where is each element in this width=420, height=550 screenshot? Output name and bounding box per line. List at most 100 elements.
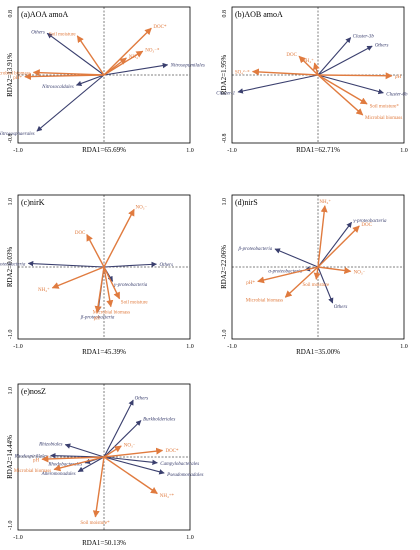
taxa-arrow-nitrosocaldales	[75, 74, 105, 87]
env-label-soil-moisture: Soil moisture*	[370, 104, 400, 109]
env-label-nh: NH₄⁺	[302, 58, 314, 64]
env-label-microbial-biomass: Microbial biomass	[14, 469, 51, 474]
env-label-doc: DOC	[361, 223, 372, 228]
env-arrow-ph	[257, 266, 319, 284]
taxa-label-others: Others	[31, 31, 45, 36]
panel-aoa-amoa: (a)AOA amoA RDA1=65.69% RDA2=13.91% -1.0…	[0, 6, 205, 154]
taxa-label-others: Others	[135, 396, 149, 401]
taxa-label-burkholderiales: Burkholderiales	[143, 417, 175, 422]
taxa-label-others: Others	[334, 305, 348, 310]
vector-layer: Others Nitrosopumilales Nitrosocaldales Nit…	[0, 7, 205, 143]
taxa-label-proteobacteria: γ-proteobacteria	[353, 219, 387, 224]
taxa-arrow-rhizobiales	[64, 443, 105, 458]
panel-title: (a)AOA amoA	[21, 10, 69, 19]
env-arrow-nh	[317, 205, 328, 268]
env-label-microbial-biomass: Microbial biomass	[246, 298, 283, 303]
env-label-doc: DOC*	[153, 25, 167, 30]
taxa-arrow-others	[103, 399, 134, 458]
taxa-arrow-cluster-3b	[317, 37, 352, 76]
taxa-label-cluster-3b: Cluster-3b	[353, 34, 375, 39]
env-arrow-ph	[41, 455, 105, 463]
env-arrow-doc	[86, 233, 105, 268]
env-label-no: NO₃⁻	[124, 443, 136, 448]
y-axis-label: RDA2=14.44%	[6, 435, 14, 479]
x-axis-label: RDA1=45.39%	[82, 348, 126, 356]
env-arrow-nh	[103, 456, 158, 495]
env-label-so: SO₄²⁻*	[235, 69, 250, 75]
env-label-no: NO₃⁻*	[145, 49, 160, 54]
taxa-label-nitrosopumilales: Nitrosopumilales	[170, 63, 205, 68]
taxa-arrow-proteobacteria	[317, 221, 352, 268]
panel-title: (c)nirK	[21, 198, 45, 207]
taxa-label-rhizobiales: Rhizobiales	[38, 443, 62, 448]
env-label-ph: pH	[395, 75, 402, 80]
env-arrow-microbial-biomass	[53, 456, 105, 472]
env-arrow-ph	[317, 72, 393, 80]
env-arrow-doc	[103, 447, 164, 458]
env-arrow-soil-moisture	[317, 74, 368, 105]
taxa-label-others: Others	[375, 44, 389, 49]
taxa-label-rhodospirillales: Rhodospirillales	[14, 454, 48, 459]
vector-layer: γ-proteobacteria β-proteobacteria α-proteo…	[232, 195, 404, 339]
env-arrow-ph	[24, 73, 105, 81]
env-arrow-no	[317, 266, 352, 274]
x-axis-label: RDA1=50.13%	[82, 539, 126, 547]
x-tick-min: -1.0	[13, 535, 23, 541]
x-axis-label: RDA1=62.71%	[296, 146, 340, 154]
env-arrow-microbial-biomass	[284, 266, 319, 298]
env-label-no: NO₃⁻	[135, 206, 147, 211]
y-axis-label: RDA2=13.91%	[6, 53, 14, 97]
env-arrow-doc	[298, 55, 319, 76]
y-tick-min: -1.0	[8, 521, 14, 531]
x-tick-max: 1.0	[400, 344, 408, 350]
env-arrow-soil-moisture	[92, 456, 105, 518]
x-tick-min: -1.0	[13, 344, 23, 350]
x-tick-min: -1.0	[227, 148, 237, 154]
env-label-nh: NH₄⁺	[129, 54, 141, 60]
taxa-arrow-nitrosopumilales	[103, 62, 169, 76]
y-axis-label: RDA2=0.03%	[6, 247, 14, 287]
panel-title: (d)nirS	[235, 198, 258, 207]
taxa-label-proteobacteria: γ-proteobacteria	[114, 283, 148, 288]
env-arrow-no	[103, 445, 122, 458]
taxa-label-cluster-6b: Cluster-6b	[386, 93, 408, 98]
x-tick-max: 1.0	[186, 148, 194, 154]
panel-title: (e)nosZ	[21, 387, 46, 396]
y-tick-max: 1.0	[8, 387, 14, 395]
taxa-arrow-campylobacterales	[103, 456, 158, 466]
env-label-doc: DOC	[286, 53, 297, 58]
panel-nirk: (c)nirK RDA1=45.39% RDA2=0.03% -1.0 1.0 …	[0, 194, 194, 356]
env-label-microbial-biomass: Microbial biomass	[93, 311, 130, 316]
taxa-label-proteobacteria: α-proteobacteria	[0, 262, 26, 267]
env-arrow-ph	[94, 266, 105, 314]
y-tick-min: -1.0	[222, 330, 228, 340]
taxa-arrow-others	[317, 45, 373, 76]
env-label-microbial-biomass: Microbial biomass	[365, 116, 402, 121]
taxa-label-proteobacteria: β-proteobacteria	[238, 247, 273, 252]
taxa-arrow-burkholderiales	[103, 420, 142, 458]
taxa-label-proteobacteria: β-proteobacteria	[80, 316, 115, 321]
y-axis-label: RDA2=22.06%	[220, 245, 228, 289]
env-arrow-soil-moisture	[313, 266, 321, 280]
env-arrow-microbial-biomass	[317, 74, 364, 116]
x-tick-max: 1.0	[186, 344, 194, 350]
y-axis-label: RDA2=1.95%	[220, 55, 228, 95]
env-label-doc: DOC*	[165, 449, 179, 454]
env-arrow-nh	[51, 266, 105, 289]
env-label-microbial-biomass: Microbial biomass	[0, 71, 31, 76]
env-arrow-doc	[103, 27, 152, 76]
x-axis-label: RDA1=65.69%	[82, 146, 126, 154]
y-tick-max: 0.8	[8, 10, 14, 18]
x-axis-label: RDA1=35.00%	[296, 348, 340, 356]
taxa-arrow-cluster-1	[237, 74, 319, 94]
panel-nosz: (e)nosZ RDA1=50.13% RDA2=14.44% -1.0 1.0…	[6, 383, 204, 547]
env-label-nh: NH₄⁺	[38, 287, 50, 293]
taxa-label-proteobacteria: α-proteobacteria	[268, 270, 302, 275]
y-tick-max: 0.8	[222, 10, 228, 18]
taxa-label-campylobacterales: Campylobacterales	[160, 462, 199, 467]
y-tick-max: 1.0	[8, 198, 14, 206]
env-arrow-no	[103, 50, 144, 76]
env-label-ph: pH	[33, 458, 40, 463]
y-tick-max: 1.0	[222, 198, 228, 206]
